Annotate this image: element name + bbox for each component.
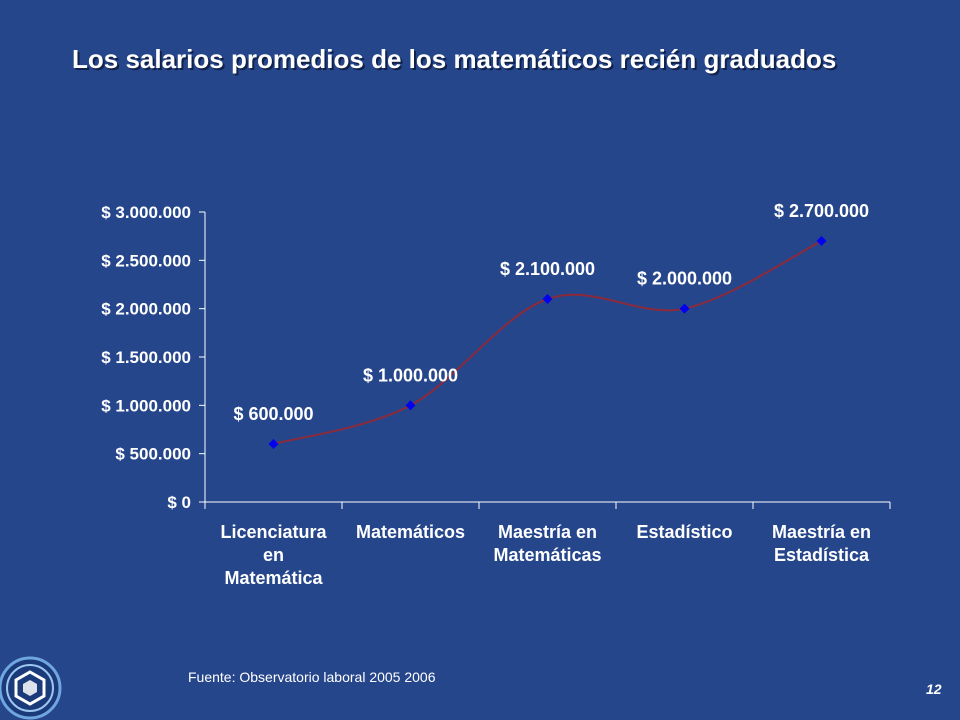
- data-point-marker: [816, 236, 827, 246]
- y-tick-label: $ 2.000.000: [101, 300, 191, 319]
- x-category-label: Matemáticos: [356, 522, 465, 542]
- page-number: 12: [926, 681, 942, 697]
- x-category-label: Maestría en: [772, 522, 871, 542]
- data-point-marker: [268, 439, 279, 449]
- y-tick-label: $ 500.000: [115, 445, 191, 464]
- data-point-marker: [405, 400, 416, 411]
- x-category-label: Maestría en: [498, 522, 597, 542]
- x-category-label: Estadístico: [636, 522, 732, 542]
- slide-title: Los salarios promedios de los matemático…: [72, 44, 837, 74]
- data-label: $ 600.000: [233, 404, 313, 424]
- x-category-label: Estadística: [774, 545, 870, 565]
- x-category-label: en: [263, 545, 284, 565]
- y-tick-label: $ 2.500.000: [101, 251, 191, 270]
- salary-line-chart: $ 0 $ 500.000 $ 1.000.000 $ 1.500.000 $ 2.00…: [101, 201, 891, 588]
- data-label: $ 2.100.000: [500, 259, 595, 279]
- data-label: $ 2.700.000: [774, 201, 869, 221]
- y-tick-label: $ 1.000.000: [101, 396, 191, 415]
- y-tick-label: $ 0: [167, 493, 191, 512]
- y-tick-label: $ 3.000.000: [101, 203, 191, 222]
- y-tick-label: $ 1.500.000: [101, 348, 191, 367]
- data-point-marker: [679, 303, 690, 314]
- data-label: $ 2.000.000: [637, 269, 732, 289]
- x-category-label: Matemática: [224, 568, 323, 588]
- x-category-label: Matemáticas: [493, 545, 601, 565]
- university-logo-icon: [0, 656, 62, 720]
- source-note: Fuente: Observatorio laboral 2005 2006: [188, 669, 436, 685]
- x-category-label: Licenciatura: [220, 522, 327, 542]
- data-point-marker: [542, 294, 553, 304]
- data-label: $ 1.000.000: [363, 365, 458, 385]
